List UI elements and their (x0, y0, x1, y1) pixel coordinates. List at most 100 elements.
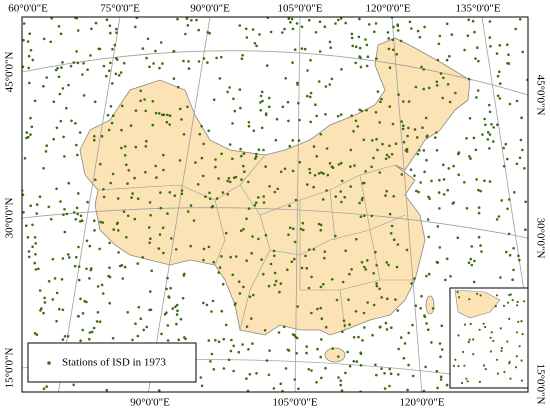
station-dot (403, 342, 407, 345)
station-dot (321, 198, 325, 201)
station-dot (34, 253, 37, 256)
station-dot (111, 336, 115, 340)
station-dot (263, 329, 267, 332)
station-dot (154, 111, 158, 115)
station-dot (416, 152, 420, 156)
station-dot (162, 113, 166, 116)
station-dot (126, 311, 129, 314)
station-dot (55, 291, 59, 295)
station-dot (358, 55, 361, 58)
station-dot (22, 211, 25, 214)
left-label: 15°0'0"N (4, 348, 16, 389)
station-dot (355, 237, 358, 241)
station-dot (498, 97, 502, 100)
station-dot (518, 345, 521, 348)
station-dot (121, 277, 125, 280)
station-dot (506, 157, 509, 161)
station-dot (316, 347, 319, 351)
station-dot (360, 109, 364, 113)
station-dot (339, 383, 343, 387)
station-dot (137, 305, 141, 309)
station-dot (22, 193, 25, 197)
station-dot (275, 117, 279, 121)
station-dot (295, 22, 299, 25)
station-dot (427, 86, 431, 90)
station-dot (217, 177, 220, 180)
station-dot (307, 368, 311, 371)
station-dot (463, 181, 466, 184)
station-dot (38, 289, 42, 292)
station-dot (508, 293, 511, 297)
station-dot (466, 34, 470, 37)
station-dot (81, 312, 85, 315)
station-dot (515, 331, 519, 334)
station-dot (511, 299, 514, 302)
station-dot (520, 320, 523, 323)
station-dot (385, 261, 389, 264)
station-dot (227, 177, 231, 180)
station-dot (291, 27, 295, 31)
station-dot (348, 323, 351, 326)
station-dot (62, 213, 65, 216)
station-dot (475, 96, 478, 99)
station-dot (238, 292, 242, 295)
station-dot (27, 66, 31, 70)
station-dot (471, 19, 475, 23)
station-dot (318, 20, 322, 24)
station-dot (385, 328, 389, 331)
station-dot (57, 75, 61, 79)
station-dot (145, 139, 148, 143)
station-dot (108, 24, 112, 28)
station-dot (75, 143, 78, 147)
station-dot (386, 297, 389, 301)
station-dot (184, 32, 187, 36)
station-dot (466, 380, 469, 383)
station-dot (480, 250, 483, 253)
station-dot (515, 99, 519, 103)
station-dot (359, 364, 363, 367)
station-dot (101, 292, 105, 295)
top-label: 60°0'0"E (8, 3, 48, 15)
station-dot (380, 97, 383, 101)
station-dot (515, 162, 519, 166)
station-dot (43, 296, 46, 300)
station-dot (239, 147, 242, 151)
station-dot (101, 221, 104, 224)
station-dot (447, 167, 451, 170)
station-dot (340, 161, 343, 165)
station-dot (320, 376, 323, 380)
station-dot (29, 133, 32, 136)
station-dot (33, 261, 36, 265)
station-dot (172, 77, 176, 80)
station-dot (448, 55, 451, 58)
station-dot (160, 332, 163, 336)
station-dot (465, 207, 469, 210)
station-dot (120, 128, 123, 132)
station-dot (211, 299, 215, 303)
station-dot (247, 124, 251, 128)
station-dot (165, 311, 168, 315)
station-dot (324, 325, 328, 329)
station-dot (98, 247, 101, 251)
station-dot (253, 157, 257, 160)
station-dot (22, 65, 25, 69)
station-dot (305, 266, 309, 270)
station-dot (472, 338, 475, 341)
station-dot (288, 144, 292, 148)
station-dot (201, 174, 205, 178)
station-dot (108, 241, 111, 245)
station-dot (356, 125, 360, 128)
station-dot (500, 199, 504, 202)
station-dot (228, 143, 232, 146)
station-dot (317, 80, 321, 83)
station-dot (194, 161, 197, 164)
station-dot (214, 165, 217, 169)
station-dot (362, 138, 366, 142)
station-dot (476, 292, 479, 295)
station-dot (232, 344, 235, 348)
station-dot (232, 97, 235, 101)
station-dot (413, 277, 416, 280)
station-dot (289, 21, 292, 24)
station-dot (439, 355, 442, 359)
